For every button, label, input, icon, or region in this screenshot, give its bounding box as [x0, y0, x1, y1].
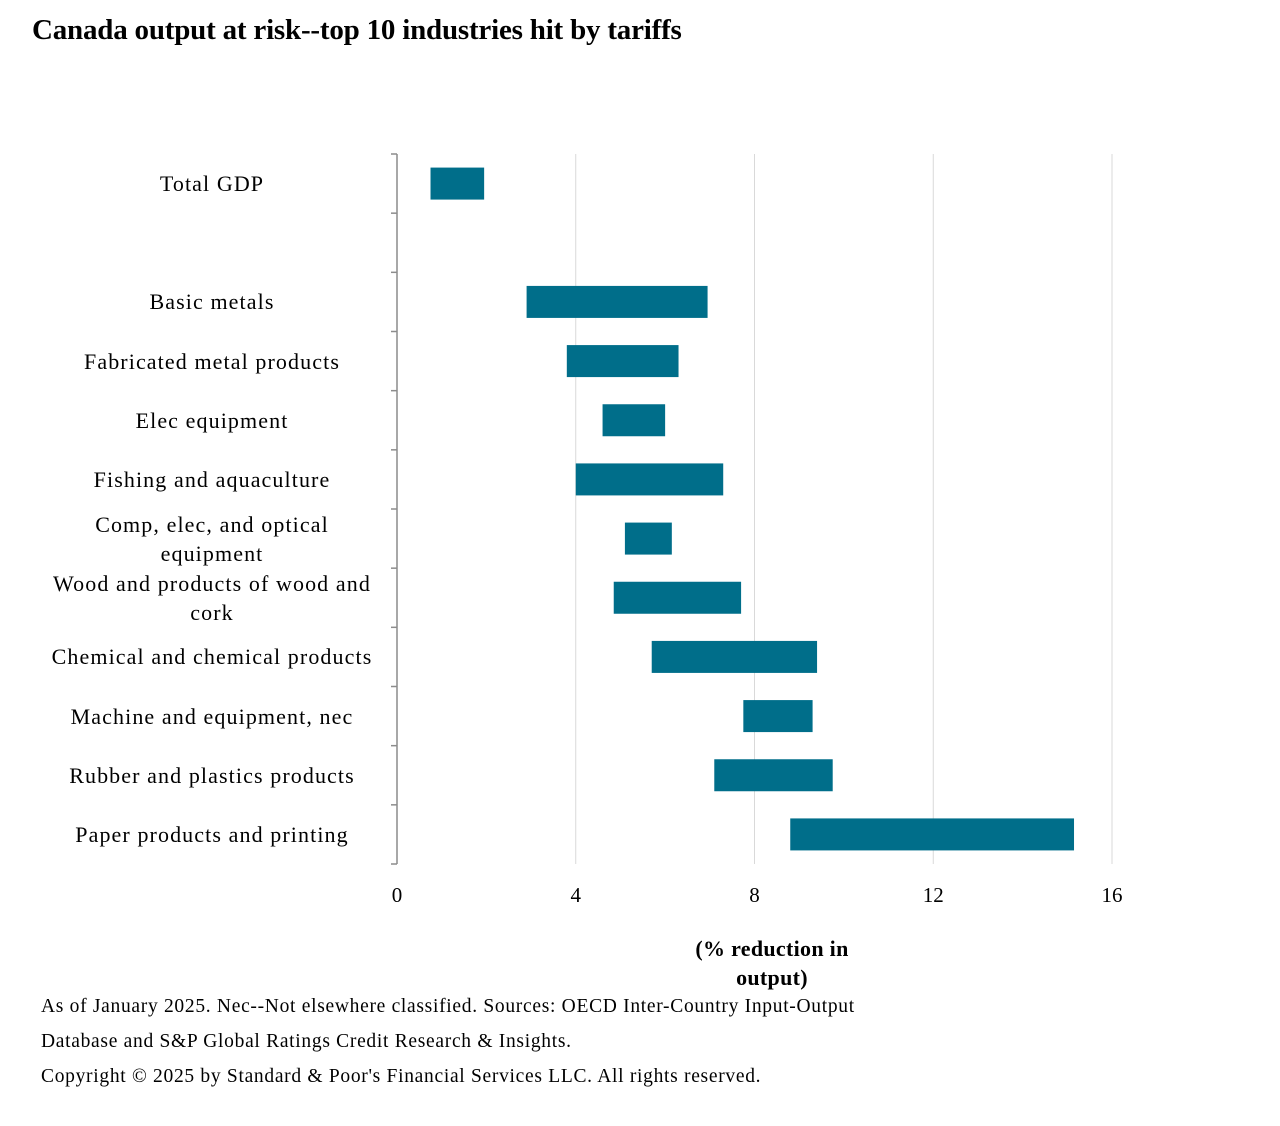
x-tick-label: 12	[922, 883, 944, 907]
category-label: Rubber and plastics products	[69, 762, 355, 788]
bar-elec-equipment	[602, 404, 666, 437]
category-label: Wood and products of wood and cork	[53, 570, 371, 625]
bar-fishing-and-aquaculture	[575, 463, 724, 496]
category-label: Total GDP	[159, 171, 265, 197]
bar-fabricated-metal-products	[566, 345, 679, 378]
footnote-line-1: As of January 2025. Nec--Not elsewhere c…	[41, 996, 855, 1017]
footnote-line-2: Database and S&P Global Ratings Credit R…	[41, 1031, 572, 1052]
bar-basic-metals	[526, 285, 708, 318]
x-axis-label: (% reduction in output)	[695, 936, 849, 990]
x-tick-label: 0	[391, 883, 403, 907]
category-label: Comp, elec, and optical equipment	[95, 511, 329, 566]
category-label: Paper products and printing	[75, 821, 349, 847]
category-label: Fishing and aquaculture	[93, 466, 331, 492]
category-label: Elec equipment	[135, 407, 289, 433]
bar-rubber-and-plastics-products	[714, 759, 833, 792]
category-label: Fabricated metal products	[84, 348, 340, 374]
footnote-line-3: Copyright © 2025 by Standard & Poor's Fi…	[41, 1066, 762, 1087]
bar-wood-and-products-of-wood-and-cork	[613, 581, 742, 614]
bar-comp-elec-and-optical-equipment	[624, 522, 672, 555]
category-label: Chemical and chemical products	[51, 644, 373, 670]
bar-total-gdp	[430, 167, 485, 200]
chart-title: Canada output at risk--top 10 industries…	[32, 14, 682, 46]
x-tick-label: 16	[1101, 883, 1123, 907]
x-tick-label: 8	[749, 883, 760, 907]
bar-chemical-and-chemical-products	[651, 640, 818, 673]
category-label: Machine and equipment, nec	[70, 703, 354, 729]
bar-paper-products-and-printing	[790, 818, 1075, 851]
category-label: Basic metals	[149, 289, 275, 315]
x-tick-label: 4	[570, 883, 582, 907]
bar-machine-and-equipment-nec	[743, 700, 813, 733]
